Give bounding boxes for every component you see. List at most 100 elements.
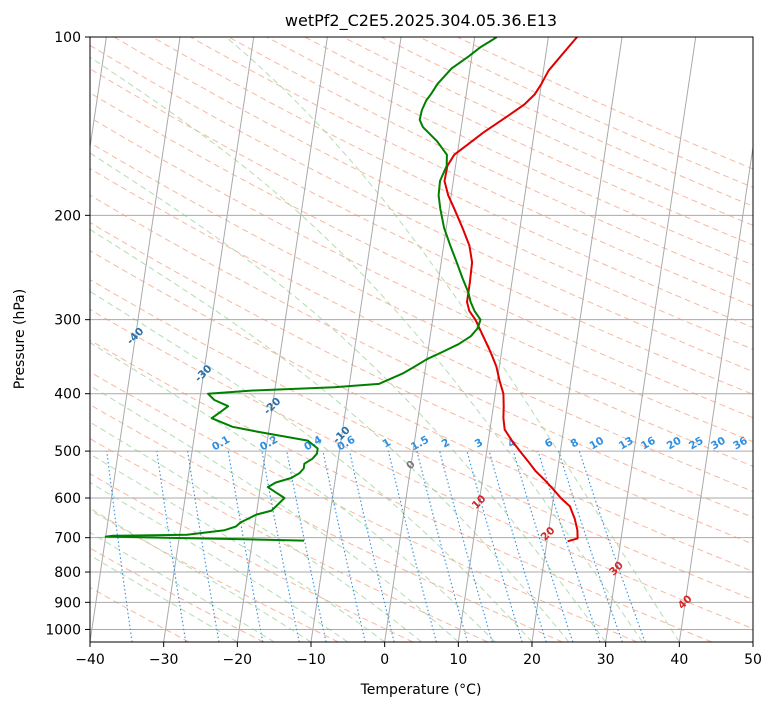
dry-adiabat [90,371,638,642]
mixing-ratio-label: 36 [731,435,750,453]
y-tick-label: 200 [54,208,81,224]
moist-adiabat [90,228,570,642]
moist-adiabat [90,290,533,642]
moist-adiabat [90,531,275,642]
isotherm [384,37,476,642]
isotherm [310,37,402,642]
x-tick-label: 10 [449,652,467,668]
y-tick-label: 900 [54,595,81,611]
axes: −40 −30 −20 −10 0 10 20 30 40 5010020030040050060… [45,30,762,668]
mixing-ratio-line [322,450,366,642]
mixing-ratio-line [512,450,574,642]
isotherm-label: 20 [539,525,558,544]
mixing-ratio-line [387,450,437,642]
moist-adiabat [90,507,312,642]
x-axis-label: Temperature (°C) [360,682,482,698]
dewpoint-profile-line [104,37,498,542]
dry-adiabat [90,142,753,467]
dry-adiabat [457,37,753,170]
dry-adiabat [266,37,753,266]
isotherm [457,37,549,642]
x-tick-label: 30 [597,652,615,668]
isotherm [236,37,328,642]
moist-adiabat [90,152,607,642]
x-tick-label: 20 [523,652,541,668]
mixing-ratio-line [286,451,327,642]
mixing-ratio-label: 25 [687,435,706,453]
mixing-ratio-line [261,451,300,642]
plot-frame [89,36,754,643]
mixing-ratio-line [187,451,220,642]
moist-adiabat [90,384,459,642]
isotherm-label: -60 [0,238,12,260]
dry-adiabat [90,44,753,373]
mixing-ratio-label: 2 [440,436,452,450]
mixing-ratio-line [439,450,493,642]
chart-title: wetPf2_C2E5.2025.304.05.36.E13 [285,11,557,31]
y-tick-label: 300 [54,313,81,329]
dry-adiabat [90,68,753,395]
mixing-ratio-line [156,451,187,642]
dry-adiabat [90,404,563,642]
mixing-ratio-label: 30 [709,435,728,453]
dry-adiabat [380,37,753,207]
dry-adiabat [90,473,414,642]
dry-adiabat [90,509,339,642]
mixing-ratio-line [106,451,133,642]
x-tick-label: −40 [75,652,105,668]
dry-adiabat [90,547,264,642]
mixing-ratio-label: 13 [617,435,636,453]
line-labels: 0.10.20.40.611.52346810131620253036-100-… [0,238,750,612]
x-tick-label: 0 [380,652,389,668]
x-tick-label: −30 [149,652,179,668]
mixing-ratio-label: 4 [506,436,518,450]
dry-adiabat [90,221,753,545]
isotherm-label: -50 [57,284,79,306]
moist-adiabat [225,37,680,642]
mixing-ratio-label: 16 [639,435,658,453]
isotherm [90,37,107,151]
y-tick-label: 800 [54,565,81,581]
dry-adiabat [90,168,753,493]
y-tick-label: 700 [54,531,81,547]
mixing-ratio-label: 0.4 [302,434,324,454]
dry-adiabat [342,37,753,226]
x-tick-label: 50 [744,652,762,668]
y-tick-label: 100 [54,30,81,46]
background-lines [90,37,753,642]
isotherm [678,143,753,642]
mixing-ratio-label: 10 [587,435,606,453]
isotherm [531,37,623,642]
mixing-ratio-label: 0.1 [210,434,232,454]
mixing-ratio-line [349,450,395,642]
mixing-ratio-line [537,450,601,642]
mixing-ratio-line [488,450,547,642]
dry-adiabat [90,279,753,601]
isotherm [163,37,255,642]
isotherm-label: -40 [125,325,147,347]
temperature-profile-line [443,37,579,543]
y-tick-label: 600 [54,491,81,507]
x-tick-label: 40 [670,652,688,668]
isotherm-label: 40 [676,593,695,612]
profile-lines [104,37,579,543]
mixing-ratio-label: 0.2 [258,434,280,454]
dry-adiabat [152,37,753,329]
dry-adiabat [90,194,753,518]
dry-adiabat [90,438,488,642]
dry-adiabat [90,586,190,642]
moist-adiabat [90,342,496,642]
isotherm-label: 0 [404,458,418,472]
isotherm-label: 30 [607,559,626,578]
dry-adiabat [90,250,753,572]
moist-adiabat [90,481,349,642]
isotherm-label: -30 [193,363,215,385]
y-tick-label: 1000 [45,622,81,638]
dry-adiabat [90,308,753,630]
y-axis-label: Pressure (hPa) [12,289,28,389]
mixing-ratio-label: 20 [665,435,684,453]
dry-adiabat [418,37,753,188]
mixing-ratio-line [578,450,646,642]
y-tick-label: 400 [54,387,81,403]
